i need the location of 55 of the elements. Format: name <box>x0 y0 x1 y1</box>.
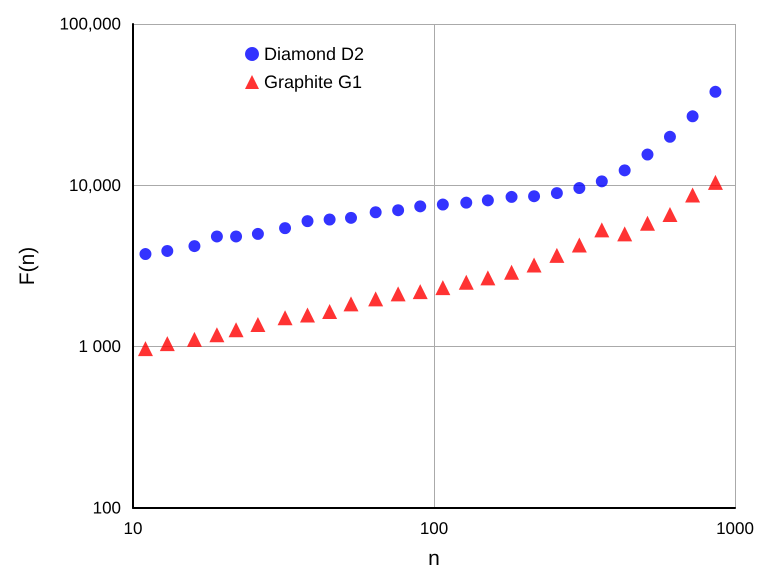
x-tick-label: 1000 <box>716 519 754 538</box>
point <box>640 216 655 231</box>
point <box>617 226 632 242</box>
point <box>279 222 292 234</box>
point <box>708 174 723 190</box>
point <box>664 130 676 143</box>
point <box>504 264 520 280</box>
point <box>685 188 700 203</box>
point <box>573 182 586 194</box>
point <box>412 284 428 300</box>
point <box>390 286 406 302</box>
point <box>594 222 610 238</box>
point <box>186 332 202 347</box>
point <box>210 230 223 242</box>
y-tick-label: 100 <box>92 498 121 518</box>
x-axis-title: n <box>428 547 440 570</box>
point <box>572 238 587 253</box>
legend-label: Graphite G1 <box>264 72 362 92</box>
point <box>506 190 518 203</box>
point <box>344 296 359 312</box>
point <box>209 327 224 342</box>
point <box>709 86 722 98</box>
x-tick-label: 100 <box>420 519 448 538</box>
point <box>392 204 404 216</box>
point <box>642 148 654 161</box>
point <box>686 110 699 122</box>
point <box>302 215 314 228</box>
x-tick-label: 10 <box>124 519 142 538</box>
y-axis-title: F(n) <box>16 246 39 286</box>
point <box>278 310 293 326</box>
point <box>460 196 472 209</box>
point <box>436 198 449 211</box>
point <box>370 206 382 218</box>
point <box>662 207 678 222</box>
point <box>345 212 358 224</box>
point <box>550 187 563 200</box>
point <box>458 274 474 290</box>
y-tick-label: 100,000 <box>60 14 121 34</box>
legend-label: Diamond D2 <box>264 44 364 64</box>
point <box>414 200 426 212</box>
point <box>188 240 200 252</box>
y-tick-label: 1 000 <box>78 337 121 356</box>
point <box>368 291 384 306</box>
point <box>596 175 608 188</box>
point <box>300 308 316 323</box>
point <box>618 164 631 176</box>
y-tick-label: 10,000 <box>69 176 121 195</box>
point <box>322 304 338 319</box>
point <box>482 194 494 206</box>
point <box>480 270 496 286</box>
point <box>324 214 336 226</box>
point <box>528 190 540 202</box>
point <box>549 248 564 263</box>
point <box>526 258 542 273</box>
point <box>435 280 450 296</box>
